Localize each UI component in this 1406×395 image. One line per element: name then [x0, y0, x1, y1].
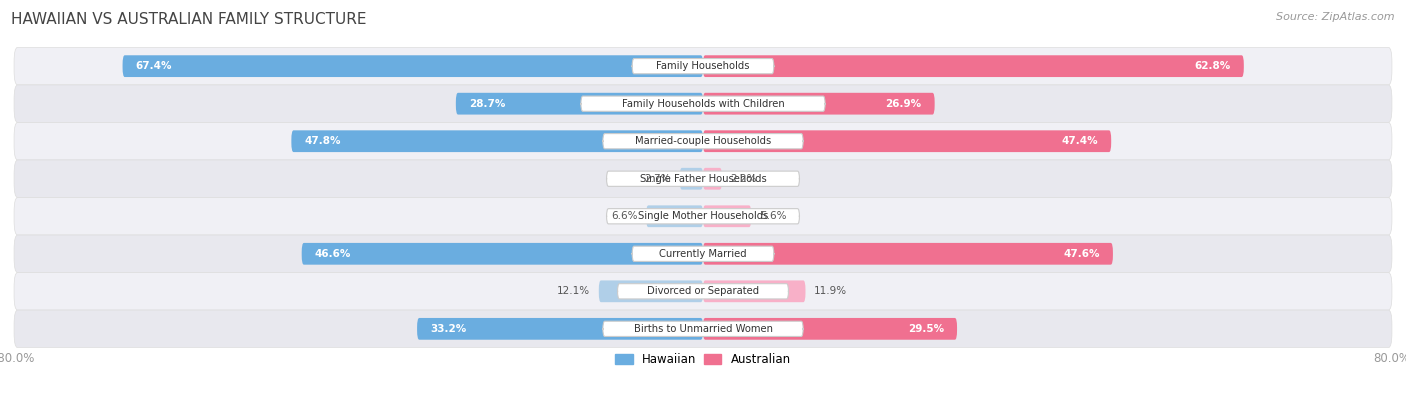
FancyBboxPatch shape	[617, 284, 789, 299]
Text: 46.6%: 46.6%	[315, 249, 352, 259]
Text: 5.6%: 5.6%	[759, 211, 786, 221]
Text: 11.9%: 11.9%	[814, 286, 848, 296]
FancyBboxPatch shape	[456, 93, 703, 115]
Text: Family Households with Children: Family Households with Children	[621, 99, 785, 109]
Text: 47.6%: 47.6%	[1063, 249, 1099, 259]
FancyBboxPatch shape	[14, 235, 1392, 273]
Text: Source: ZipAtlas.com: Source: ZipAtlas.com	[1277, 12, 1395, 22]
FancyBboxPatch shape	[14, 310, 1392, 348]
FancyBboxPatch shape	[703, 168, 721, 190]
FancyBboxPatch shape	[14, 198, 1392, 235]
FancyBboxPatch shape	[633, 246, 773, 261]
Text: 33.2%: 33.2%	[430, 324, 467, 334]
Text: 47.8%: 47.8%	[304, 136, 340, 146]
FancyBboxPatch shape	[302, 243, 703, 265]
FancyBboxPatch shape	[633, 58, 773, 74]
Text: Married-couple Households: Married-couple Households	[636, 136, 770, 146]
FancyBboxPatch shape	[14, 273, 1392, 310]
FancyBboxPatch shape	[679, 168, 703, 190]
FancyBboxPatch shape	[703, 318, 957, 340]
Text: 2.2%: 2.2%	[731, 174, 756, 184]
Legend: Hawaiian, Australian: Hawaiian, Australian	[614, 353, 792, 366]
Text: Single Mother Households: Single Mother Households	[638, 211, 768, 221]
Text: 29.5%: 29.5%	[908, 324, 945, 334]
FancyBboxPatch shape	[703, 93, 935, 115]
Text: 28.7%: 28.7%	[468, 99, 505, 109]
FancyBboxPatch shape	[703, 130, 1111, 152]
FancyBboxPatch shape	[647, 205, 703, 227]
Text: Births to Unmarried Women: Births to Unmarried Women	[634, 324, 772, 334]
FancyBboxPatch shape	[599, 280, 703, 302]
Text: 67.4%: 67.4%	[135, 61, 172, 71]
FancyBboxPatch shape	[703, 55, 1244, 77]
FancyBboxPatch shape	[418, 318, 703, 340]
FancyBboxPatch shape	[14, 85, 1392, 122]
Text: 2.7%: 2.7%	[644, 174, 671, 184]
FancyBboxPatch shape	[581, 96, 825, 111]
Text: 62.8%: 62.8%	[1195, 61, 1230, 71]
FancyBboxPatch shape	[14, 122, 1392, 160]
Text: Divorced or Separated: Divorced or Separated	[647, 286, 759, 296]
FancyBboxPatch shape	[606, 209, 800, 224]
Text: 6.6%: 6.6%	[612, 211, 637, 221]
Text: Family Households: Family Households	[657, 61, 749, 71]
Text: 12.1%: 12.1%	[557, 286, 591, 296]
FancyBboxPatch shape	[14, 47, 1392, 85]
FancyBboxPatch shape	[14, 160, 1392, 198]
Text: Single Father Households: Single Father Households	[640, 174, 766, 184]
FancyBboxPatch shape	[122, 55, 703, 77]
FancyBboxPatch shape	[703, 243, 1114, 265]
FancyBboxPatch shape	[703, 280, 806, 302]
Text: 26.9%: 26.9%	[886, 99, 922, 109]
FancyBboxPatch shape	[603, 321, 803, 337]
Text: 47.4%: 47.4%	[1062, 136, 1098, 146]
FancyBboxPatch shape	[603, 134, 803, 149]
FancyBboxPatch shape	[703, 205, 751, 227]
FancyBboxPatch shape	[606, 171, 800, 186]
Text: Currently Married: Currently Married	[659, 249, 747, 259]
Text: HAWAIIAN VS AUSTRALIAN FAMILY STRUCTURE: HAWAIIAN VS AUSTRALIAN FAMILY STRUCTURE	[11, 12, 367, 27]
FancyBboxPatch shape	[291, 130, 703, 152]
